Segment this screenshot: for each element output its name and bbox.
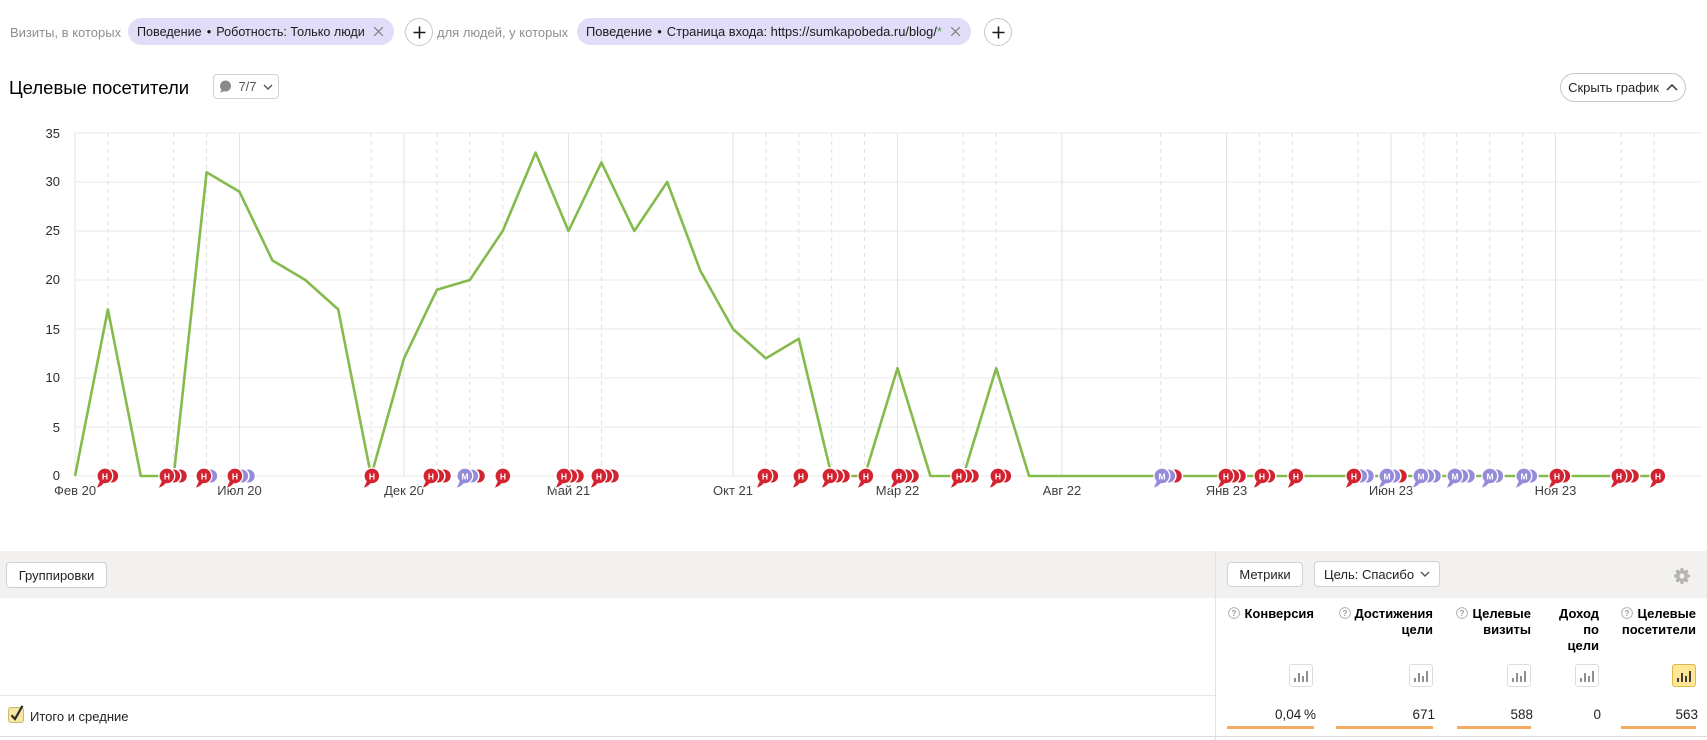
svg-text:М: М	[461, 471, 468, 481]
svg-text:Н: Н	[1259, 471, 1265, 481]
svg-text:Н: Н	[428, 471, 434, 481]
svg-text:Н: Н	[1351, 471, 1357, 481]
svg-text:Май 21: Май 21	[547, 483, 591, 498]
svg-text:М: М	[1486, 471, 1493, 481]
svg-text:5: 5	[53, 420, 60, 435]
svg-text:М: М	[1417, 471, 1424, 481]
svg-text:?: ?	[1232, 609, 1237, 618]
svg-text:Н: Н	[1554, 471, 1560, 481]
svg-text:20: 20	[46, 272, 60, 287]
svg-text:15: 15	[46, 322, 60, 337]
svg-text:Н: Н	[863, 471, 869, 481]
svg-text:Н: Н	[1616, 471, 1622, 481]
svg-text:?: ?	[1342, 609, 1347, 618]
svg-text:Дек 20: Дек 20	[384, 483, 424, 498]
svg-text:Н: Н	[1223, 471, 1229, 481]
svg-text:Н: Н	[201, 471, 207, 481]
svg-text:Н: Н	[827, 471, 833, 481]
svg-text:Н: Н	[896, 471, 902, 481]
svg-text:Янв 23: Янв 23	[1206, 483, 1248, 498]
svg-text:М: М	[1383, 471, 1390, 481]
svg-text:Н: Н	[232, 471, 238, 481]
svg-text:Н: Н	[596, 471, 602, 481]
svg-text:Н: Н	[1655, 471, 1661, 481]
svg-text:Н: Н	[798, 471, 804, 481]
svg-text:Авг 22: Авг 22	[1043, 483, 1081, 498]
svg-text:Мар 22: Мар 22	[876, 483, 920, 498]
svg-text:Июн 23: Июн 23	[1369, 483, 1413, 498]
svg-text:30: 30	[46, 174, 60, 189]
svg-text:Н: Н	[561, 471, 567, 481]
svg-text:?: ?	[1625, 609, 1630, 618]
svg-text:М: М	[1451, 471, 1458, 481]
svg-text:Н: Н	[995, 471, 1001, 481]
svg-text:М: М	[1158, 471, 1165, 481]
svg-text:?: ?	[1460, 609, 1465, 618]
svg-text:10: 10	[46, 370, 60, 385]
svg-text:М: М	[1520, 471, 1527, 481]
svg-text:Н: Н	[369, 471, 375, 481]
svg-text:Фев 20: Фев 20	[54, 483, 96, 498]
svg-text:25: 25	[46, 223, 60, 238]
svg-text:Ноя 23: Ноя 23	[1535, 483, 1577, 498]
svg-text:Н: Н	[1293, 471, 1299, 481]
svg-text:35: 35	[46, 126, 60, 141]
svg-text:Июл 20: Июл 20	[217, 483, 261, 498]
svg-text:Окт 21: Окт 21	[713, 483, 753, 498]
svg-text:Н: Н	[500, 471, 506, 481]
svg-text:0: 0	[53, 468, 60, 483]
svg-text:Н: Н	[164, 471, 170, 481]
svg-text:Н: Н	[762, 471, 768, 481]
svg-text:Н: Н	[956, 471, 962, 481]
svg-text:Н: Н	[102, 471, 108, 481]
